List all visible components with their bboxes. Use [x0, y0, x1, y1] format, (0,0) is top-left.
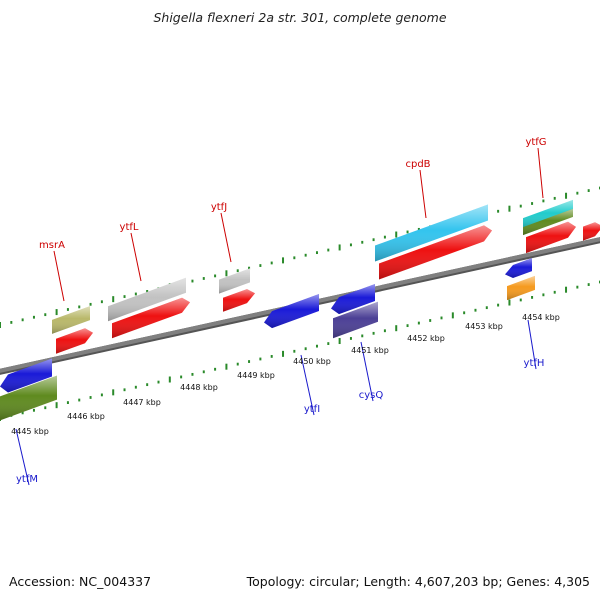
gene-feature-shade	[331, 284, 375, 315]
gene-feature-shade	[333, 301, 378, 339]
gene-label-ytfj-leader	[220, 212, 232, 263]
accession-text: Accession: NC_004337	[9, 574, 152, 589]
gene-label-ytfi-leader	[300, 354, 315, 416]
gene-label-cpdb-leader	[419, 169, 427, 219]
gene-feature-shade	[583, 222, 600, 241]
gene-feature-shade	[52, 306, 90, 334]
gene-feature-shade	[223, 289, 255, 312]
feature-layer	[0, 199, 600, 421]
scale-label: 4447 kbp	[123, 398, 161, 407]
gene-feature-shade	[264, 294, 319, 329]
scale-label: 4454 kbp	[522, 313, 560, 322]
gene-feature-shade	[0, 375, 57, 421]
scale-label: 4450 kbp	[293, 357, 331, 366]
gene-feature-shade	[507, 275, 535, 301]
gene-label-ytfh: ytfH	[524, 358, 545, 369]
gene-feature-shade	[56, 328, 93, 354]
scale-label: 4451 kbp	[351, 346, 389, 355]
gene-label-msra-leader	[53, 250, 65, 302]
gene-feature-shade	[108, 277, 186, 322]
scale-label: 4446 kbp	[67, 412, 105, 421]
gene-label-cysq-leader	[360, 341, 374, 402]
gene-feature-shade	[112, 297, 190, 339]
gene-label-msra: msrA	[39, 240, 65, 251]
gene-feature-shade	[523, 208, 573, 236]
gene-label-ytfg-leader	[537, 147, 544, 199]
scale-label: 4449 kbp	[237, 371, 275, 380]
gene-feature-shade	[375, 204, 488, 262]
gene-label-ytfj: ytfJ	[211, 202, 227, 213]
gene-feature-shade	[523, 199, 573, 230]
gene-feature-shade	[379, 225, 492, 280]
gene-feature-shade	[0, 358, 52, 393]
label-layer: msrA ytfL ytfJ cpdB ytfG ytfM ytfI cysQ ytfH 4445…	[11, 137, 560, 486]
scale-label: 4445 kbp	[11, 427, 49, 436]
gene-label-ytfl: ytfL	[120, 222, 139, 233]
gene-label-ytfi: ytfI	[304, 404, 320, 415]
gene-feature-shade	[526, 221, 576, 254]
gene-label-ytfg: ytfG	[525, 137, 546, 148]
scale-label: 4452 kbp	[407, 334, 445, 343]
map-title: Shigella flexneri 2a str. 301, complete …	[153, 10, 447, 25]
scale-label: 4453 kbp	[465, 322, 503, 331]
gene-label-cysq: cysQ	[359, 390, 384, 401]
gene-feature-shade	[219, 268, 250, 294]
topology-text: Topology: circular; Length: 4,607,203 bp…	[246, 574, 590, 589]
gene-label-ytfh-leader	[527, 319, 537, 370]
gene-label-ytfm-leader	[15, 428, 30, 486]
gene-label-ytfm: ytfM	[16, 474, 38, 485]
scale-label: 4448 kbp	[180, 383, 218, 392]
gene-label-ytfl-leader	[130, 232, 142, 282]
gene-label-cpdb: cpdB	[405, 159, 430, 170]
gene-feature-shade	[505, 258, 532, 278]
